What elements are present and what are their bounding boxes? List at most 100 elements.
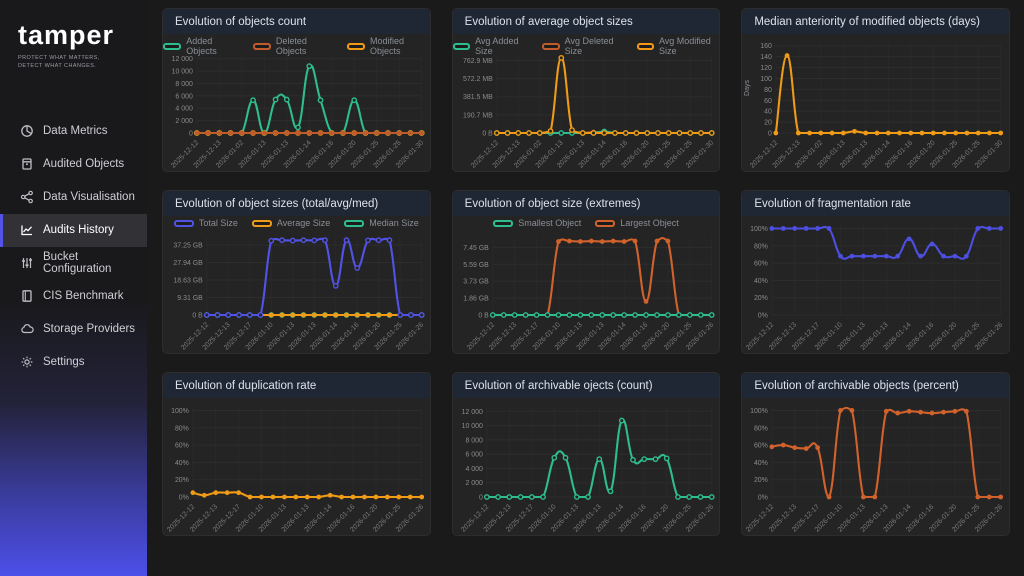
data-point[interactable] <box>556 239 561 244</box>
data-point[interactable] <box>850 254 855 259</box>
sidebar-item-data-visualisation[interactable]: Data Visualisation <box>0 181 147 214</box>
data-point[interactable] <box>251 98 255 102</box>
data-point[interactable] <box>215 313 219 317</box>
data-point[interactable] <box>664 456 668 460</box>
data-point[interactable] <box>838 408 843 413</box>
data-point[interactable] <box>976 226 981 231</box>
data-point[interactable] <box>655 131 659 135</box>
data-point[interactable] <box>941 410 946 415</box>
data-point[interactable] <box>665 313 669 317</box>
data-point[interactable] <box>316 495 321 500</box>
data-point[interactable] <box>941 254 946 259</box>
data-point[interactable] <box>999 495 1004 500</box>
data-point[interactable] <box>600 313 604 317</box>
data-point[interactable] <box>687 313 691 317</box>
data-point[interactable] <box>709 131 713 135</box>
data-point[interactable] <box>873 254 878 259</box>
data-point[interactable] <box>355 266 359 270</box>
data-point[interactable] <box>529 495 533 499</box>
data-point[interactable] <box>687 495 691 499</box>
data-point[interactable] <box>280 313 285 318</box>
data-point[interactable] <box>677 131 681 135</box>
data-point[interactable] <box>688 131 692 135</box>
data-point[interactable] <box>976 495 981 500</box>
data-point[interactable] <box>698 313 702 317</box>
data-point[interactable] <box>329 131 334 136</box>
data-point[interactable] <box>987 495 992 500</box>
data-point[interactable] <box>366 313 371 318</box>
data-point[interactable] <box>352 131 357 136</box>
data-point[interactable] <box>698 131 702 135</box>
data-point[interactable] <box>376 313 381 318</box>
data-point[interactable] <box>827 226 832 231</box>
sidebar-item-audited-objects[interactable]: Audited Objects <box>0 148 147 181</box>
data-point[interactable] <box>217 131 222 136</box>
data-point[interactable] <box>563 456 567 460</box>
data-point[interactable] <box>610 239 615 244</box>
data-point[interactable] <box>796 131 801 136</box>
data-point[interactable] <box>512 313 516 317</box>
data-point[interactable] <box>248 313 252 317</box>
data-point[interactable] <box>920 131 925 136</box>
data-point[interactable] <box>709 495 713 499</box>
data-point[interactable] <box>953 409 958 414</box>
data-point[interactable] <box>307 131 312 136</box>
data-point[interactable] <box>269 239 273 243</box>
data-point[interactable] <box>537 131 541 135</box>
data-point[interactable] <box>622 313 626 317</box>
data-point[interactable] <box>374 131 379 136</box>
data-point[interactable] <box>602 131 606 135</box>
data-point[interactable] <box>654 313 658 317</box>
data-point[interactable] <box>398 313 402 317</box>
data-point[interactable] <box>930 242 935 247</box>
data-point[interactable] <box>225 490 230 495</box>
data-point[interactable] <box>301 313 306 318</box>
data-point[interactable] <box>827 495 832 500</box>
data-point[interactable] <box>293 495 298 500</box>
data-point[interactable] <box>202 493 207 498</box>
data-point[interactable] <box>518 495 522 499</box>
data-point[interactable] <box>987 226 992 231</box>
data-point[interactable] <box>194 131 199 136</box>
legend-item[interactable]: Median Size <box>344 218 419 228</box>
data-point[interactable] <box>397 131 402 136</box>
data-point[interactable] <box>282 495 287 500</box>
data-point[interactable] <box>698 495 702 499</box>
data-point[interactable] <box>819 131 824 136</box>
sidebar-item-audits-history[interactable]: Audits History <box>0 214 147 247</box>
data-point[interactable] <box>285 97 289 101</box>
data-point[interactable] <box>496 495 500 499</box>
data-point[interactable] <box>490 313 494 317</box>
data-point[interactable] <box>580 131 584 135</box>
data-point[interactable] <box>505 131 509 135</box>
data-point[interactable] <box>312 313 317 318</box>
data-point[interactable] <box>567 313 571 317</box>
data-point[interactable] <box>396 495 401 500</box>
data-point[interactable] <box>273 131 278 136</box>
data-point[interactable] <box>600 239 605 244</box>
data-point[interactable] <box>623 131 627 135</box>
data-point[interactable] <box>273 97 277 101</box>
data-point[interactable] <box>387 313 392 318</box>
data-point[interactable] <box>344 238 348 242</box>
data-point[interactable] <box>884 254 889 259</box>
data-point[interactable] <box>896 411 901 416</box>
data-point[interactable] <box>875 131 880 136</box>
legend-item[interactable]: Average Size <box>252 218 330 228</box>
data-point[interactable] <box>205 313 209 317</box>
data-point[interactable] <box>333 313 338 318</box>
data-point[interactable] <box>642 457 646 461</box>
sidebar-item-settings[interactable]: Settings <box>0 346 147 379</box>
data-point[interactable] <box>942 131 947 136</box>
data-point[interactable] <box>387 238 391 242</box>
data-point[interactable] <box>556 313 560 317</box>
data-point[interactable] <box>259 495 264 500</box>
data-point[interactable] <box>307 64 311 68</box>
data-point[interactable] <box>363 131 368 136</box>
data-point[interactable] <box>793 445 798 450</box>
data-point[interactable] <box>774 131 779 136</box>
data-point[interactable] <box>296 131 301 136</box>
data-point[interactable] <box>999 131 1004 136</box>
data-point[interactable] <box>597 457 601 461</box>
data-point[interactable] <box>352 98 356 102</box>
